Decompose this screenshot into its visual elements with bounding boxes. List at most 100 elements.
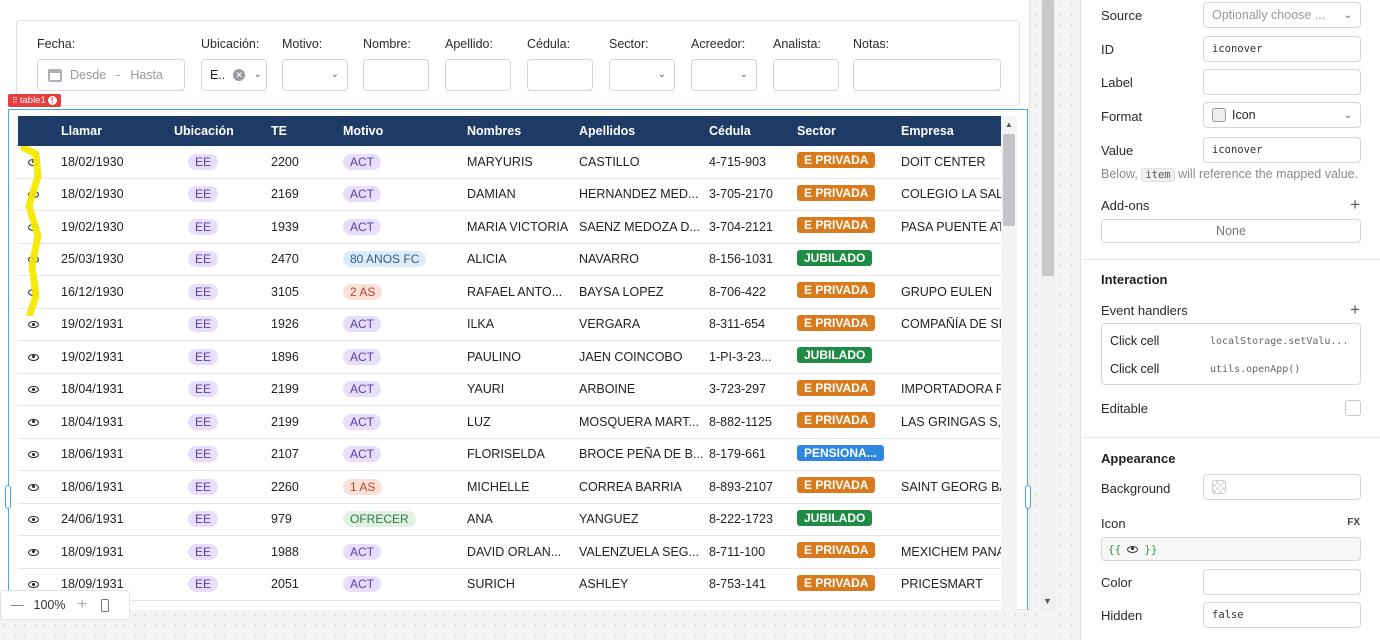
label-input[interactable] xyxy=(1203,69,1361,95)
value-label: Value xyxy=(1101,143,1134,158)
add-event-handler-button[interactable]: + xyxy=(1350,300,1360,319)
color-input[interactable] xyxy=(1203,569,1361,595)
cedula-cell: 8-706-422 xyxy=(709,284,766,299)
col-header-apellidos[interactable]: Apellidos xyxy=(579,124,636,138)
canvas-scrollbar[interactable]: ▼ xyxy=(1040,0,1056,610)
clear-icon[interactable]: ✕ xyxy=(233,69,246,81)
canvas-scroll-thumb[interactable] xyxy=(1042,0,1054,276)
col-header-ubicacion[interactable]: Ubicación xyxy=(174,124,234,138)
table-row[interactable]: 18/06/1931 EE 2260 1 AS MICHELLE CORREA BARRI… xyxy=(18,471,1001,504)
table-row[interactable]: 24/06/1931 EE 979 OFRECER ANA YANGUEZ 8-222-17… xyxy=(18,504,1001,536)
table-row[interactable]: 19/02/1931 EE 1896 ACT PAULINO JAEN COINCOBO 1… xyxy=(18,341,1001,374)
fx-toggle[interactable]: FX xyxy=(1347,517,1360,528)
sector-select[interactable]: ⌄ xyxy=(609,59,675,91)
handler-action[interactable]: utils.openApp() xyxy=(1210,364,1301,375)
eye-icon[interactable] xyxy=(28,418,39,426)
table-scrollbar[interactable]: ▲ xyxy=(1001,116,1017,610)
table-row[interactable]: 19/02/1930 EE 1939 ACT MARIA VICTORIA SAENZ M… xyxy=(18,211,1001,244)
ubicacion-select[interactable]: E.. ✕ ⌄ xyxy=(201,59,267,91)
col-header-sector[interactable]: Sector xyxy=(797,124,836,138)
cedula-input[interactable] xyxy=(527,59,593,91)
apellido-label: Apellido: xyxy=(445,37,493,51)
empresa-cell: COMPAÑÍA DE SE xyxy=(901,317,1001,332)
apellido-input[interactable] xyxy=(445,59,511,91)
table-scroll-thumb[interactable] xyxy=(1003,134,1015,226)
row-action-cell[interactable] xyxy=(18,577,61,591)
mobile-view-icon[interactable] xyxy=(100,598,109,612)
table-row[interactable]: 19/02/1931 EE 1926 ACT ILKA VERGARA 8-311-654 E… xyxy=(18,309,1001,341)
eye-icon[interactable] xyxy=(28,516,39,524)
eye-icon[interactable] xyxy=(28,451,39,459)
table-row[interactable]: 18/04/1931 EE 2199 ACT LUZ MOSQUERA MART... 8-… xyxy=(18,406,1001,439)
zoom-out-button[interactable]: — xyxy=(11,598,24,612)
zoom-level[interactable]: 100% xyxy=(33,598,66,612)
motivo-label: Motivo: xyxy=(282,37,323,51)
editable-checkbox[interactable] xyxy=(1345,400,1361,416)
nombre-input[interactable] xyxy=(363,59,429,91)
background-color-input[interactable] xyxy=(1203,474,1361,500)
zoom-in-button[interactable]: + xyxy=(77,596,87,613)
table-row[interactable]: 16/12/1930 EE 3105 2 AS RAFAEL ANTO... BAYSA … xyxy=(18,276,1001,309)
col-header-te[interactable]: TE xyxy=(271,124,287,138)
row-action-cell[interactable] xyxy=(18,415,61,429)
motivo-select[interactable]: ⌄ xyxy=(282,59,348,91)
row-action-cell[interactable] xyxy=(18,382,61,396)
eye-icon[interactable] xyxy=(28,353,39,361)
range-separator: - xyxy=(116,68,121,82)
table-name-badge[interactable]: ⠿ table1 ! xyxy=(8,94,61,107)
apellidos-cell: JAEN COINCOBO xyxy=(579,349,683,364)
col-header-llamar[interactable]: Llamar xyxy=(61,124,102,138)
table-row[interactable]: 18/02/1930 EE 2169 ACT DAMIAN HERNANDEZ MED..… xyxy=(18,179,1001,211)
eye-icon[interactable] xyxy=(28,321,39,329)
table-row[interactable]: 18/02/1930 EE 2200 ACT MARYURIS CASTILLO 4-715… xyxy=(18,146,1001,179)
add-addon-button[interactable]: + xyxy=(1350,195,1360,214)
row-action-cell[interactable] xyxy=(18,447,61,461)
handler-event[interactable]: Click cell xyxy=(1110,334,1160,348)
resize-handle-right[interactable] xyxy=(1025,485,1031,509)
llamar-cell: 18/04/1931 xyxy=(61,414,124,429)
sector-cell: E PRIVADA xyxy=(797,217,901,236)
sector-tag: JUBILADO xyxy=(797,347,873,364)
acreedor-select[interactable]: ⌄ xyxy=(691,59,757,91)
row-action-cell[interactable] xyxy=(18,512,61,526)
addons-label: Add-ons xyxy=(1101,198,1150,213)
source-select[interactable]: Optionally choose ... ⌄ xyxy=(1203,2,1361,28)
icon-code-input[interactable]: {{ }} xyxy=(1101,537,1361,561)
scroll-up-icon[interactable]: ▲ xyxy=(1005,120,1013,129)
notas-input[interactable] xyxy=(853,59,1001,91)
hidden-input[interactable]: false xyxy=(1203,602,1361,628)
col-header-cedula[interactable]: Cédula xyxy=(709,124,751,138)
row-action-cell[interactable] xyxy=(18,317,61,331)
row-action-cell[interactable] xyxy=(18,480,61,494)
te-cell: 2199 xyxy=(271,414,299,429)
llamar-cell: 18/09/1931 xyxy=(61,577,124,592)
eye-icon[interactable] xyxy=(28,483,39,491)
eye-icon[interactable] xyxy=(28,581,39,589)
addons-none[interactable]: None xyxy=(1101,219,1361,243)
col-header-empresa[interactable]: Empresa xyxy=(901,124,954,138)
apellidos-cell: ASHLEY xyxy=(579,577,629,592)
nombres-cell: MARIA VICTORIA xyxy=(467,219,569,234)
row-action-cell[interactable] xyxy=(18,545,61,559)
col-header-nombres[interactable]: Nombres xyxy=(467,124,522,138)
col-header-motivo[interactable]: Motivo xyxy=(343,124,384,138)
table-row[interactable]: 25/03/1930 EE 2470 80 ANOS FC ALICIA NAVARRO 8… xyxy=(18,244,1001,276)
fecha-range-input[interactable]: Desde - Hasta xyxy=(37,59,185,91)
sector-cell: JUBILADO xyxy=(797,509,901,529)
format-select[interactable]: Icon ⌄ xyxy=(1203,102,1361,128)
row-action-cell[interactable] xyxy=(18,350,61,364)
analista-input[interactable] xyxy=(773,59,839,91)
table-row[interactable]: 18/06/1931 EE 2107 ACT FLORISELDA BROCE PEÑA … xyxy=(18,439,1001,471)
value-input[interactable]: iconover xyxy=(1203,137,1361,163)
format-label: Format xyxy=(1101,109,1143,124)
handler-event[interactable]: Click cell xyxy=(1110,362,1160,376)
table-row[interactable]: 18/09/1931 EE 1988 ACT DAVID ORLAN... VALENZU… xyxy=(18,536,1001,569)
eye-icon[interactable] xyxy=(28,548,39,556)
handler-action[interactable]: localStorage.setValu... xyxy=(1210,336,1349,347)
table-row[interactable]: 18/09/1931 EE 2051 ACT SURICH ASHLEY 8-753-141… xyxy=(18,569,1001,601)
scroll-down-icon[interactable]: ▼ xyxy=(1043,596,1052,606)
eye-icon[interactable] xyxy=(28,386,39,394)
table-row[interactable]: 18/04/1931 EE 2199 ACT YAURI ARBOINE 3-723-297… xyxy=(18,374,1001,406)
id-input[interactable]: iconover xyxy=(1203,36,1361,62)
resize-handle-left[interactable] xyxy=(5,485,11,509)
